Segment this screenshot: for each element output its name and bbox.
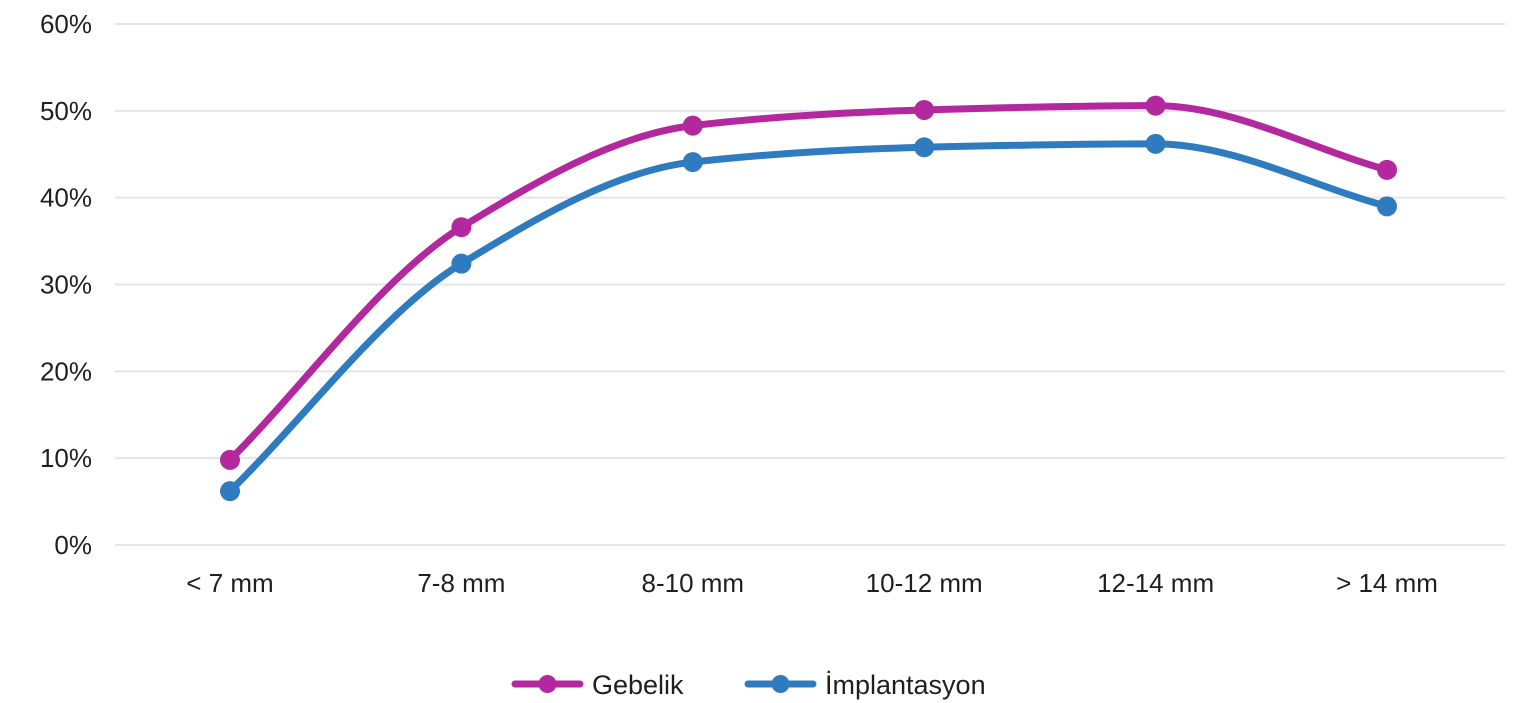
legend-swatch-marker — [539, 675, 557, 693]
data-point — [220, 481, 240, 501]
data-point — [220, 450, 240, 470]
data-point — [914, 137, 934, 157]
legend-item-1[interactable]: Gebelik — [515, 670, 684, 700]
y-tick-label: 20% — [40, 356, 92, 386]
x-tick-label: < 7 mm — [186, 568, 273, 598]
data-point — [451, 254, 471, 274]
legend-item-2[interactable]: İmplantasyon — [748, 669, 986, 700]
series-line — [230, 144, 1387, 491]
series-line — [230, 106, 1387, 460]
legend-label: Gebelik — [592, 670, 684, 700]
data-point — [1377, 196, 1397, 216]
y-axis-tick-labels: 0% 10% 20% 30% 40% 50% 60% — [40, 9, 92, 560]
x-tick-label: 7-8 mm — [417, 568, 505, 598]
y-tick-label: 10% — [40, 443, 92, 473]
legend-swatch-marker — [772, 675, 790, 693]
y-tick-label: 30% — [40, 270, 92, 300]
y-tick-label: 60% — [40, 9, 92, 39]
data-point — [1146, 96, 1166, 116]
y-tick-label: 0% — [54, 530, 92, 560]
series-lines — [220, 96, 1397, 502]
gridlines — [115, 24, 1505, 545]
data-point — [1377, 160, 1397, 180]
data-point — [683, 152, 703, 172]
y-tick-label: 50% — [40, 96, 92, 126]
x-tick-label: 8-10 mm — [642, 568, 745, 598]
y-tick-label: 40% — [40, 183, 92, 213]
data-point — [451, 217, 471, 237]
data-point — [1146, 134, 1166, 154]
legend-label: İmplantasyon — [825, 669, 986, 700]
x-tick-label: 12-14 mm — [1097, 568, 1214, 598]
x-tick-label: > 14 mm — [1336, 568, 1438, 598]
legend: Gebelik İmplantasyon — [515, 669, 986, 700]
data-point — [683, 116, 703, 136]
x-axis-tick-labels: < 7 mm 7-8 mm 8-10 mm 10-12 mm 12-14 mm > 14 … — [186, 568, 1438, 598]
series-2 — [220, 134, 1397, 501]
data-point — [914, 100, 934, 120]
x-tick-label: 10-12 mm — [866, 568, 983, 598]
